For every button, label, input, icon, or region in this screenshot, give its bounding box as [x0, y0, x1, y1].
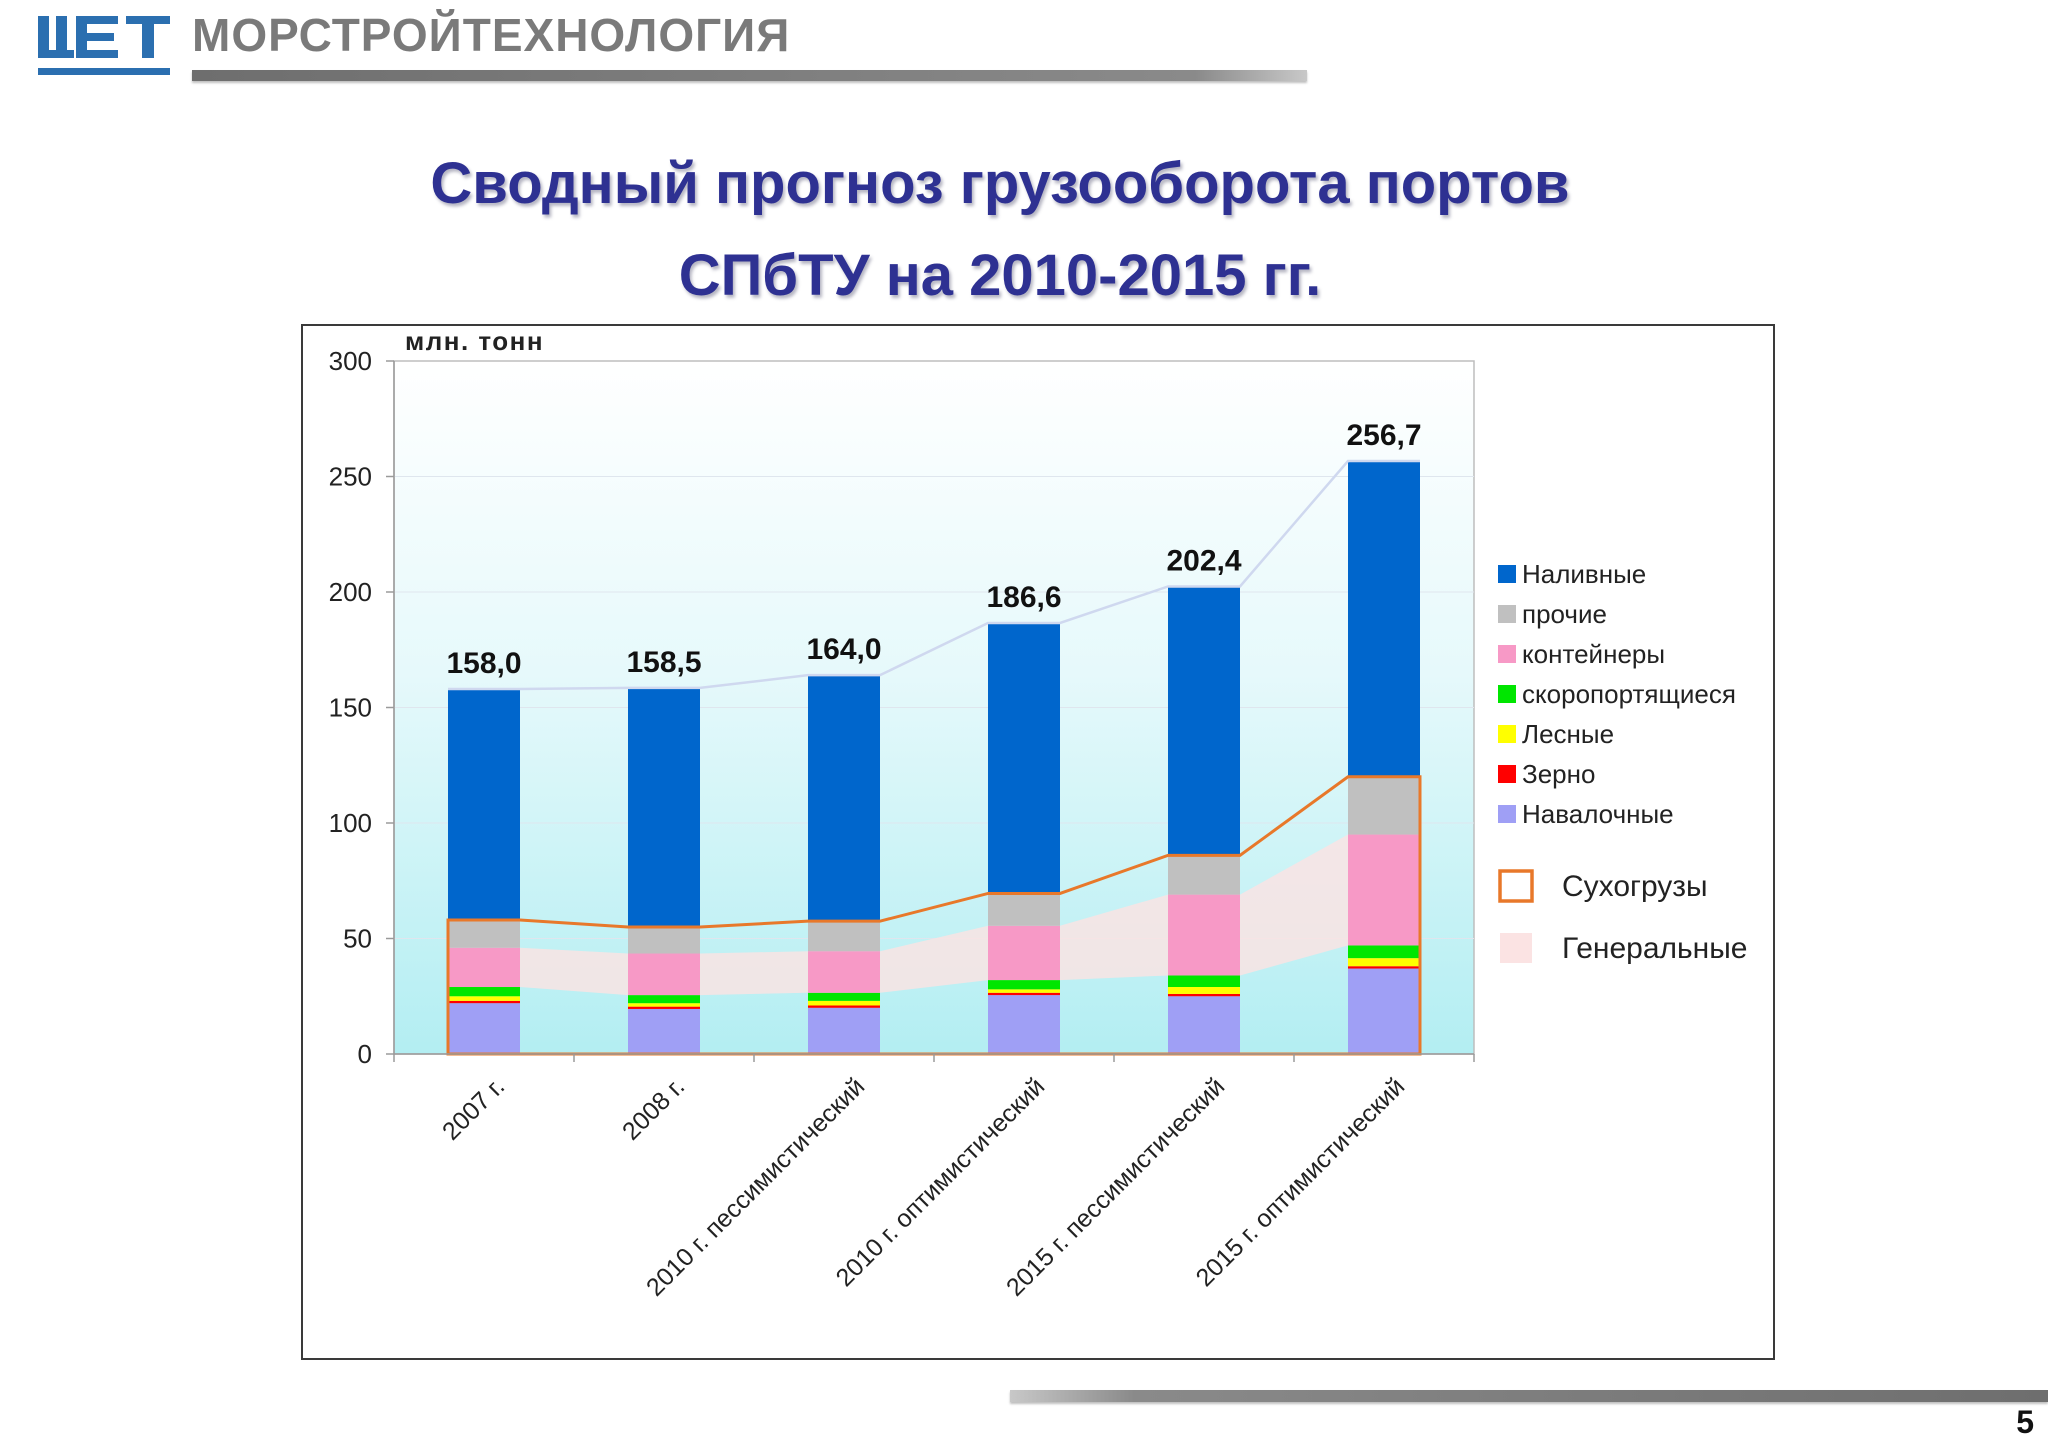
- legend-swatch: [1498, 725, 1516, 743]
- bar-segment: [988, 622, 1060, 894]
- bar-segment: [628, 1006, 700, 1009]
- legend-label: Генеральные: [1562, 932, 1748, 965]
- legend-swatch: [1498, 605, 1516, 623]
- bar-segment: [808, 992, 880, 1001]
- footer-divider: [1010, 1390, 2048, 1402]
- bar-segment: [988, 980, 1060, 990]
- bar-segment: [448, 689, 520, 921]
- y-axis-label: млн. тонн: [405, 326, 544, 356]
- bar-segment: [628, 687, 700, 927]
- legend-label: Сухогрузы: [1562, 870, 1708, 903]
- total-labels: 158,0 158,5 164,0 186,6 202,4 256,7: [446, 419, 1421, 680]
- bar-segment: [1348, 958, 1420, 967]
- legend-label: Наливные: [1522, 559, 1646, 589]
- x-tick-label: 2015 г. оптимистический: [1191, 1072, 1411, 1292]
- chart-frame: 158,0 158,5 164,0 186,6 202,4 256,7 0 50 100 150…: [301, 324, 1775, 1360]
- bar-segment: [448, 1000, 520, 1004]
- bar-segment: [628, 1008, 700, 1054]
- y-tick-label: 50: [343, 924, 372, 954]
- total-label: 186,6: [986, 581, 1061, 614]
- legend-swatch-dry-cargo: [1498, 869, 1534, 903]
- legend-label: скоропортящиеся: [1522, 679, 1736, 709]
- bar-segment: [1348, 834, 1420, 946]
- bar-segment: [1168, 855, 1240, 895]
- legend-label: контейнеры: [1522, 639, 1665, 669]
- bars: [448, 461, 1420, 1054]
- legend-swatch: [1498, 805, 1516, 823]
- chart: 158,0 158,5 164,0 186,6 202,4 256,7 0 50 100 150…: [329, 326, 1748, 1302]
- dry-cargo-outline-shape: [446, 775, 1422, 1056]
- bar-segment: [448, 996, 520, 1001]
- bar-segment: [448, 1003, 520, 1054]
- bar-segment: [808, 675, 880, 922]
- total-label: 158,0: [446, 647, 521, 680]
- legend-swatch: [1498, 765, 1516, 783]
- legend-label: Зерно: [1522, 759, 1595, 789]
- company-name: МОРСТРОЙТЕХНОЛОГИЯ: [192, 9, 791, 61]
- page-number: 5: [2016, 1404, 2034, 1440]
- bar-segment: [808, 1000, 880, 1006]
- bar-segment: [1348, 968, 1420, 1054]
- legend-swatch: [1498, 565, 1516, 583]
- bar-segment: [808, 951, 880, 993]
- legend-label: Лесные: [1522, 719, 1614, 749]
- bar-segment: [448, 947, 520, 988]
- bar-segment: [628, 953, 700, 996]
- bar-segment: [1168, 586, 1240, 856]
- total-label: 158,5: [626, 646, 701, 679]
- company-logo: [38, 16, 170, 75]
- bar-segment: [1168, 975, 1240, 988]
- header-divider: [192, 70, 1307, 81]
- x-tick-label: 2008 г.: [617, 1072, 690, 1145]
- legend-swatch: [1498, 685, 1516, 703]
- slide-title-line-1: Сводный прогноз грузооборота портов: [430, 151, 1570, 216]
- dry-cargo-outline: [446, 775, 1422, 1056]
- legend-label: прочие: [1522, 599, 1607, 629]
- bar-segment: [628, 926, 700, 954]
- bar-segment: [808, 1005, 880, 1008]
- y-tick-label: 250: [329, 462, 372, 492]
- bar-segment: [808, 1007, 880, 1054]
- total-label: 256,7: [1346, 419, 1421, 452]
- bar-segment: [1168, 894, 1240, 976]
- y-tick-label: 0: [358, 1039, 372, 1069]
- legend-swatch-general-cargo: [1500, 933, 1532, 963]
- bar-segment: [448, 920, 520, 948]
- bar-segment: [1348, 966, 1420, 969]
- total-label: 164,0: [806, 633, 881, 666]
- bar-segment: [448, 987, 520, 997]
- bar-segment: [988, 925, 1060, 981]
- legend-label: Навалочные: [1522, 799, 1674, 829]
- total-line-path: [448, 459, 1420, 691]
- total-line: [448, 459, 1420, 691]
- bar-segment: [1348, 945, 1420, 959]
- bar-segment: [1168, 987, 1240, 994]
- bar-segment: [808, 921, 880, 952]
- bar-segment: [988, 893, 1060, 926]
- x-tick-label: 2007 г.: [437, 1072, 510, 1145]
- legend: Наливные прочие контейнеры скоропортящиеся Л…: [1498, 559, 1748, 965]
- legend-swatch: [1498, 645, 1516, 663]
- bar-segment: [1348, 461, 1420, 777]
- bar-segment: [1168, 993, 1240, 997]
- bar-segment: [628, 995, 700, 1004]
- bar-segment: [988, 995, 1060, 1054]
- bar-segment: [628, 1003, 700, 1007]
- slide-title: Сводный прогноз грузооборота портов СПбТ…: [0, 138, 2000, 322]
- total-label: 202,4: [1166, 544, 1241, 577]
- bar-segment: [1348, 776, 1420, 835]
- y-tick-label: 150: [329, 693, 372, 723]
- bar-segment: [988, 992, 1060, 996]
- y-tick-label: 300: [329, 346, 372, 376]
- bar-segment: [1168, 996, 1240, 1054]
- y-tick-label: 100: [329, 808, 372, 838]
- x-tick-label: 2010 г. оптимистический: [831, 1072, 1051, 1292]
- bar-segment: [988, 989, 1060, 993]
- y-tick-label: 200: [329, 577, 372, 607]
- slide-title-line-2: СПбТУ на 2010-2015 гг.: [678, 243, 1322, 308]
